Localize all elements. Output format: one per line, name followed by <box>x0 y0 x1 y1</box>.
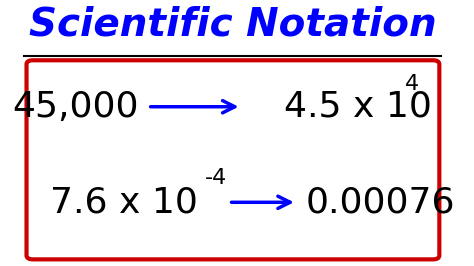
Text: 45,000: 45,000 <box>12 90 139 124</box>
Text: Scientific Notation: Scientific Notation <box>29 6 437 43</box>
Text: 7.6 x 10: 7.6 x 10 <box>50 185 198 219</box>
Text: 4.5 x 10: 4.5 x 10 <box>284 90 432 124</box>
Text: 0.00076: 0.00076 <box>305 185 455 219</box>
FancyBboxPatch shape <box>27 60 439 259</box>
Text: -4: -4 <box>205 168 228 188</box>
Text: 4: 4 <box>405 74 419 94</box>
